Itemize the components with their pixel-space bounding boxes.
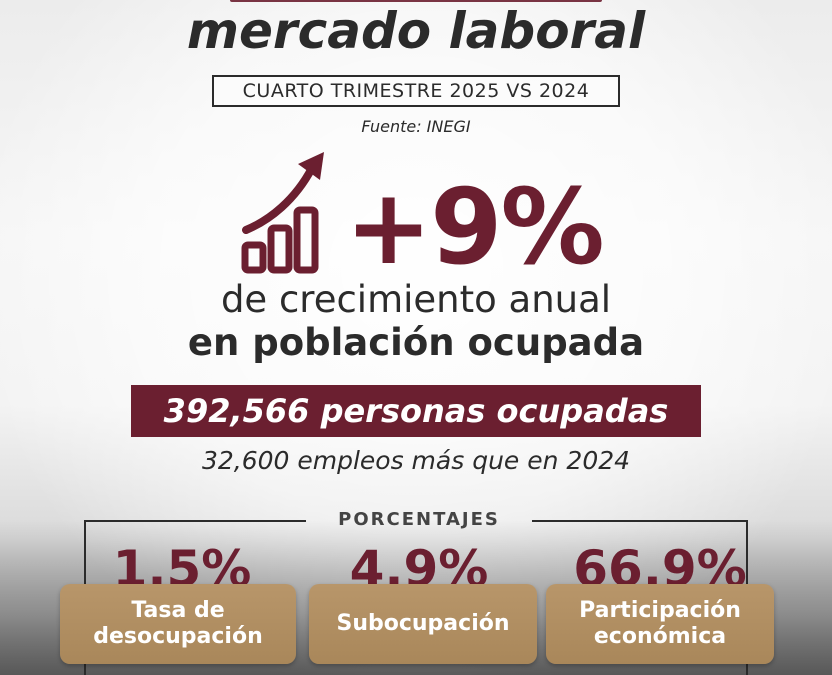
employed-people-banner: 392,566 personas ocupadas	[131, 385, 701, 437]
unemployment-rate-label-line1: Tasa de	[131, 598, 225, 623]
growth-caption-line1: de crecimiento anual	[220, 278, 612, 321]
growth-caption-line2: en población ocupada	[187, 321, 645, 364]
participation-label-line2: económica	[593, 624, 727, 649]
growth-percent: +9%	[345, 166, 605, 288]
participation-card: Participación económica	[546, 584, 774, 664]
period-badge: CUARTO TRIMESTRE 2025 VS 2024	[212, 75, 620, 107]
underemployment-card: Subocupación	[309, 584, 537, 664]
source-note: Fuente: INEGI	[361, 117, 471, 136]
growth-chart-arrow-icon	[241, 152, 324, 274]
participation-label-line1: Participación	[579, 598, 741, 623]
page-title: mercado laboral	[186, 2, 646, 60]
percentages-label: PORCENTAJES	[338, 509, 500, 530]
new-jobs-note: 32,600 empleos más que en 2024	[201, 446, 631, 475]
unemployment-rate-card: Tasa de desocupación	[60, 584, 296, 664]
unemployment-rate-label-line2: desocupación	[93, 624, 263, 649]
underemployment-label: Subocupación	[336, 611, 510, 636]
top-banner-edge	[230, 0, 602, 2]
